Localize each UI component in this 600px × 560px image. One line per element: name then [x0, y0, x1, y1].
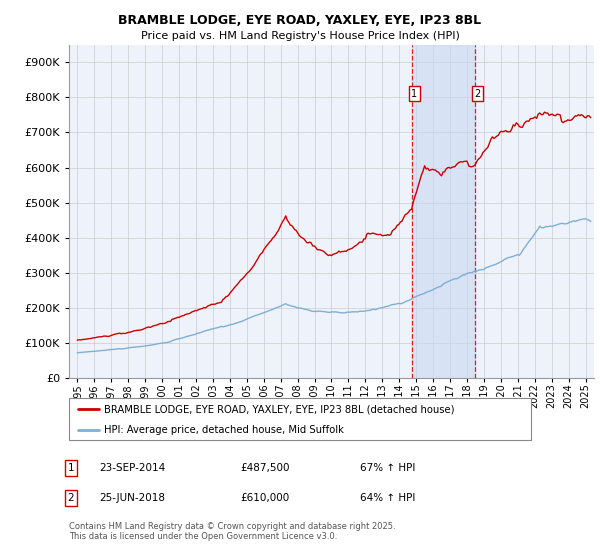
Text: £487,500: £487,500	[240, 463, 290, 473]
Text: BRAMBLE LODGE, EYE ROAD, YAXLEY, EYE, IP23 8BL: BRAMBLE LODGE, EYE ROAD, YAXLEY, EYE, IP…	[118, 14, 482, 27]
Text: 1: 1	[67, 463, 74, 473]
Text: 64% ↑ HPI: 64% ↑ HPI	[360, 493, 415, 503]
Text: HPI: Average price, detached house, Mid Suffolk: HPI: Average price, detached house, Mid …	[104, 426, 344, 435]
Text: 25-JUN-2018: 25-JUN-2018	[99, 493, 165, 503]
Text: 23-SEP-2014: 23-SEP-2014	[99, 463, 165, 473]
Text: 67% ↑ HPI: 67% ↑ HPI	[360, 463, 415, 473]
Text: Contains HM Land Registry data © Crown copyright and database right 2025.
This d: Contains HM Land Registry data © Crown c…	[69, 522, 395, 542]
Text: BRAMBLE LODGE, EYE ROAD, YAXLEY, EYE, IP23 8BL (detached house): BRAMBLE LODGE, EYE ROAD, YAXLEY, EYE, IP…	[104, 404, 454, 414]
Bar	[412, 45, 475, 378]
Text: £610,000: £610,000	[240, 493, 289, 503]
Text: 1: 1	[411, 89, 417, 99]
Text: 2: 2	[67, 493, 74, 503]
Text: Price paid vs. HM Land Registry's House Price Index (HPI): Price paid vs. HM Land Registry's House …	[140, 31, 460, 41]
Text: 2: 2	[475, 89, 481, 99]
